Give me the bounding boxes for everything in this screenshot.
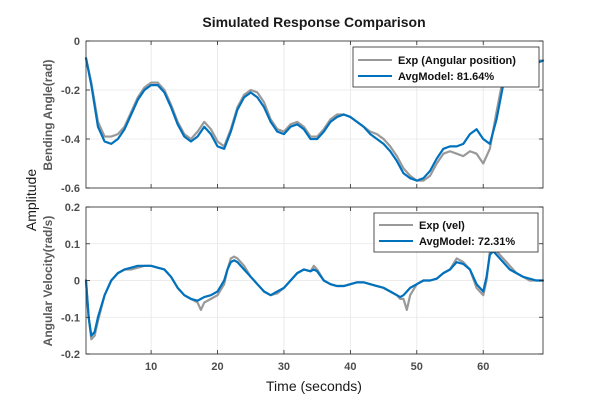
y-tick-label: -0.2 bbox=[61, 349, 80, 361]
y-tick-label: -0.2 bbox=[61, 85, 80, 97]
series-line-avgmodel-72-31 bbox=[84, 250, 545, 337]
series-line-avgmodel-81-64 bbox=[84, 57, 545, 182]
y-tick-label: 0.2 bbox=[65, 202, 80, 214]
x-axis-label: Time (seconds) bbox=[266, 378, 362, 394]
x-tick-label: 60 bbox=[477, 361, 489, 373]
chart-title: Simulated Response Comparison bbox=[202, 14, 425, 30]
y-ticks-angular-velocity: 0.2 0.1 0 -0.1 -0.2 bbox=[61, 202, 543, 361]
y-tick-label: -0.6 bbox=[61, 183, 80, 195]
x-tick-label: 30 bbox=[278, 361, 290, 373]
panel-bending-angle: 0 -0.2 -0.4 -0.6 Bending Angle(rad) Exp (An… bbox=[41, 36, 545, 195]
x-ticks-bending-angle bbox=[150, 41, 484, 188]
legend-box-bending-angle bbox=[352, 46, 540, 88]
series-layer-angular-velocity bbox=[84, 246, 545, 341]
x-tick-label: 10 bbox=[145, 361, 157, 373]
x-tick-label: 20 bbox=[211, 361, 223, 373]
series-line-exp-angular-position bbox=[84, 57, 545, 182]
y-tick-label: -0.4 bbox=[61, 134, 81, 146]
legend-box-angular-velocity bbox=[373, 212, 539, 253]
shared-y-axis-label: Amplitude bbox=[23, 169, 39, 231]
legend-label-avgmodel-vel: AvgModel: 72.31% bbox=[419, 236, 515, 248]
y-ticks-bending-angle: 0 -0.2 -0.4 -0.6 bbox=[61, 36, 543, 195]
x-tick-label: 40 bbox=[344, 361, 356, 373]
legend-label-avgmodel-angle: AvgModel: 81.64% bbox=[398, 71, 494, 83]
panel-angular-velocity: 10 20 30 40 50 60 0.2 0.1 0 -0.1 -0.2 Angular Vel… bbox=[41, 202, 545, 373]
y-axis-label-angular-velocity: Angular Velocity(rad/s) bbox=[41, 216, 55, 347]
legend-label-exp-vel: Exp (vel) bbox=[419, 220, 465, 232]
y-tick-label: 0 bbox=[74, 36, 80, 48]
y-tick-label: -0.1 bbox=[61, 312, 80, 324]
axes-frame-bending-angle bbox=[85, 40, 544, 189]
x-ticks-angular-velocity: 10 20 30 40 50 60 bbox=[145, 207, 489, 373]
legend-label-exp-angular-position: Exp (Angular position) bbox=[398, 55, 516, 67]
series-layer-bending-angle bbox=[84, 57, 545, 182]
legend-bending-angle: Exp (Angular position) AvgModel: 81.64% bbox=[352, 46, 540, 88]
y-tick-label: 0.1 bbox=[65, 239, 80, 251]
legend-angular-velocity: Exp (vel) AvgModel: 72.31% bbox=[373, 212, 539, 253]
y-tick-label: 0 bbox=[74, 276, 80, 288]
x-tick-label: 50 bbox=[411, 361, 423, 373]
y-axis-label-bending-angle: Bending Angle(rad) bbox=[41, 60, 55, 171]
